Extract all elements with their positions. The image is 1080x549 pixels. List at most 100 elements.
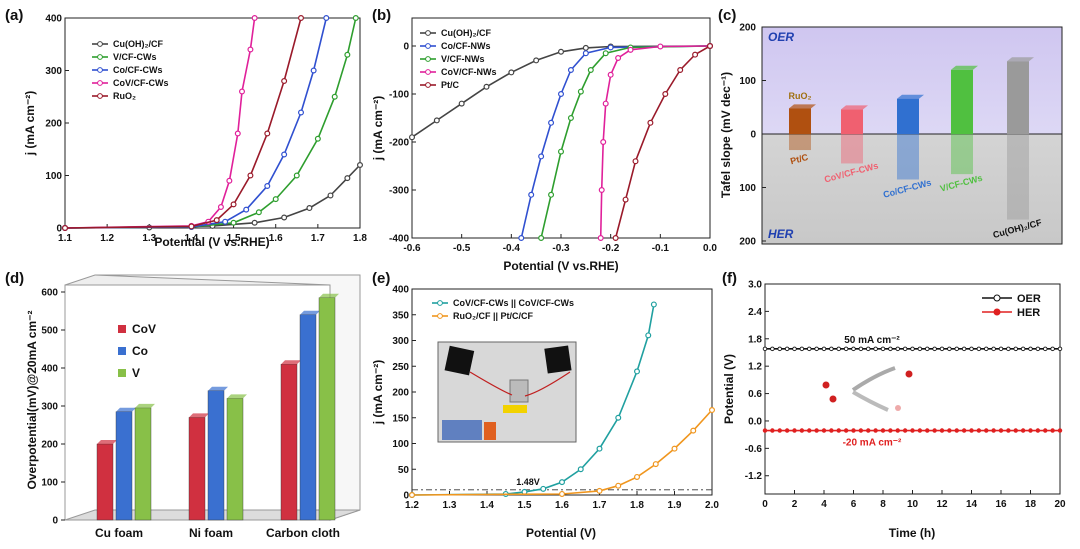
panel-d-ytick-2: 200: [41, 440, 58, 451]
panel-b-series-1-point-1: [528, 191, 535, 198]
panel-b-series-4-point-2: [632, 158, 639, 165]
panel-d-bar-2-2: [318, 297, 336, 521]
panel-a-series-0-point-8: [357, 162, 364, 169]
panel-f-series-0-point-40: [1057, 346, 1063, 352]
panel-c-her-bar-3: [951, 134, 973, 175]
panel-f-annotation-1: -20 mA cm⁻²: [843, 438, 902, 449]
panel-d-bar-top-2-2: [319, 293, 339, 298]
panel-b-series-0-point-1: [433, 117, 440, 124]
panel-e-series-0-point-10: [650, 301, 657, 308]
panel-f-series-1-point-5: [799, 428, 805, 433]
panel-b-series-0-point-6: [557, 48, 564, 55]
panel-a-series-3-line: [64, 17, 256, 229]
panel-d-bar-top-0-1: [116, 407, 136, 412]
panel-b-legend-0: Cu(OH)₂/CF: [441, 28, 491, 38]
panel-d-ytick-0: 0: [52, 516, 58, 527]
panel-b-ylabel: j (mA cm⁻²): [371, 96, 385, 162]
panel-f-xtick-6: 12: [936, 499, 948, 510]
panel-e-series-0-point-9: [645, 332, 652, 339]
panel-e-series-1-point-3: [615, 482, 622, 489]
panel-b-series-1-point-0: [518, 235, 525, 242]
panel-f-series-0-point-27: [961, 346, 967, 352]
panel-f-series-0-point-12: [851, 346, 856, 352]
panel-f-series-1-point-7: [814, 428, 819, 433]
panel-a-xtick-3: 1.4: [184, 233, 198, 244]
panel-b-series-0-point-5: [533, 57, 540, 64]
panel-a-series-4-point-7: [298, 15, 305, 22]
panel-f-series-1-point-2: [777, 428, 783, 433]
panel-b-series-4-point-5: [677, 66, 684, 73]
panel-e-series-0-point-4: [558, 479, 565, 486]
panel-b-series-4-point-0: [612, 235, 619, 242]
panel-b-series-4-point-3: [647, 119, 654, 126]
panel-b-series-0-point-4: [508, 69, 515, 76]
panel-b-series-4-point-4: [662, 90, 669, 97]
panel-a-series-2-point-7: [310, 67, 317, 74]
panel-e-series-1-point-2: [596, 487, 603, 494]
panel-b-series-3-point-1: [598, 187, 605, 194]
panel-c-ylabel: Tafel slope (mV dec⁻¹): [719, 72, 733, 198]
panel-d-category-0: Cu foam: [95, 526, 143, 540]
panel-f-xtick-3: 6: [851, 499, 857, 510]
panel-d-bar-top-1-0: [189, 413, 209, 418]
panel-e-series-1-point-5: [652, 461, 659, 468]
panel-c-her-bg: [762, 134, 1062, 244]
panel-a-xtick-6: 1.7: [311, 233, 325, 244]
panel-f-series-1-point-24: [939, 428, 945, 433]
panel-f-series-0-point-39: [1050, 346, 1055, 352]
panel-e-inset-photo: [437, 341, 577, 443]
panel-f-series-1-point-4: [792, 428, 797, 433]
panel-e-xtick-7: 1.9: [668, 500, 682, 511]
panel-a-ytick-4: 400: [45, 14, 62, 25]
panel-f-series-0-point-37: [1035, 346, 1041, 352]
panel-b-series-3-point-5: [615, 54, 622, 61]
panel-f-ytick-7: -1.2: [745, 471, 763, 482]
panel-b-legend-4: Pt/C: [441, 80, 460, 90]
panel-f-series-0-point-9: [829, 346, 834, 352]
panel-b-legend-2: V/CF-NWs: [441, 54, 485, 64]
panel-a-series-2-point-4: [264, 183, 271, 190]
panel-f-series-1-point-9: [829, 428, 834, 433]
panel-label-f: (f): [722, 270, 737, 287]
panel-a-legend-1: V/CF-CWs: [113, 52, 157, 62]
panel-b-legend-marker-4: [425, 82, 431, 88]
panel-a-series-3-point-4: [226, 177, 233, 184]
panel-label-b: (b): [372, 7, 391, 24]
panel-a-ylabel: j (mA cm⁻²): [23, 91, 37, 157]
panel-a-legend-marker-0: [97, 41, 103, 47]
panel-f-series-0-point-32: [998, 346, 1004, 352]
panel-e-series-0-point-6: [596, 445, 603, 452]
panel-c-ytick-4: 200: [739, 237, 756, 248]
panel-a-series-0-point-6: [327, 192, 334, 199]
panel-e-xlabel: Potential (V): [526, 526, 596, 540]
panel-f-series-0-point-33: [1006, 346, 1011, 352]
panel-b-series-1-point-2: [538, 153, 545, 160]
panel-f-series-0-point-24: [939, 346, 945, 352]
panel-e-ytick-3: 150: [392, 413, 409, 424]
panel-d-bar-1-0: [188, 417, 206, 521]
panel-f-legend-marker-0: [993, 294, 1001, 302]
panel-b-series-4-point-7: [706, 42, 713, 49]
panel-a-series-1-point-9: [352, 15, 359, 22]
panel-d-ytick-6: 600: [41, 288, 58, 299]
panel-b-xtick-6: 0.0: [703, 243, 717, 254]
panel-f-series-1-point-40: [1057, 428, 1063, 433]
panel-b-xtick-5: -0.1: [652, 243, 670, 254]
panel-e-series-0-point-3: [540, 485, 547, 492]
panel-f-series-0-point-29: [976, 346, 982, 352]
panel-f-series-1-point-30: [984, 428, 989, 433]
panel-c-oer-bar-top-1: [841, 105, 868, 110]
panel-f-ytick-5: 0.0: [748, 416, 762, 427]
panel-e-series-1-point-7: [690, 427, 697, 434]
panel-a-series-3-point-3: [217, 204, 224, 211]
panel-a-xlabel: Potential (V vs.RHE): [154, 235, 269, 249]
panel-a-xtick-1: 1.2: [100, 233, 114, 244]
panel-e-legend-0: CoV/CF-CWs || CoV/CF-CWs: [453, 298, 574, 308]
panel-c-oer-bar-top-4: [1007, 57, 1034, 62]
panel-c-oer-bar-2: [897, 98, 919, 134]
panel-label-c: (c): [718, 7, 736, 24]
panel-f-series-0-point-18: [895, 346, 901, 352]
panel-e-ytick-8: 400: [392, 285, 409, 296]
panel-e-ytick-7: 350: [392, 310, 409, 321]
panel-d-ytick-4: 400: [41, 364, 58, 375]
